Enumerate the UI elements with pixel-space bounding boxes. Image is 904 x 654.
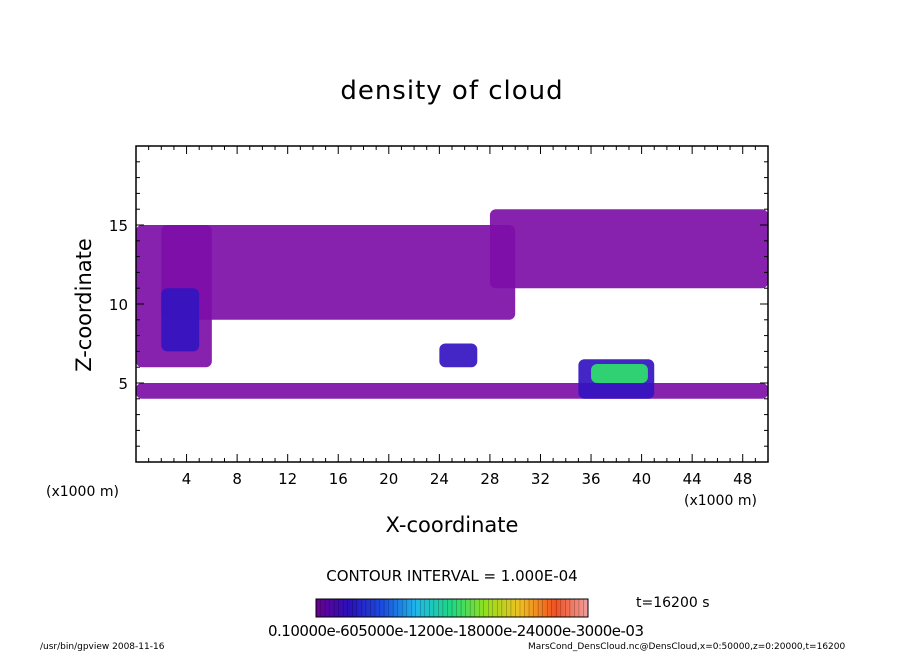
x-tick-label: 40 — [632, 470, 651, 488]
x-axis-label: X-coordinate — [385, 513, 519, 537]
cloud-region — [161, 225, 516, 320]
cloud-region — [489, 209, 768, 289]
x-tick-label: 44 — [683, 470, 702, 488]
x-tick-label: 4 — [182, 470, 192, 488]
footer-left: /usr/bin/gpview 2008-11-16 — [40, 642, 165, 652]
cloud-region — [136, 383, 768, 399]
x-tick-label: 12 — [278, 470, 297, 488]
x-tick-label: 36 — [581, 470, 600, 488]
cloud-region — [591, 364, 648, 383]
y-axis: 5 10 15 — [109, 161, 768, 447]
x-tick-label: 24 — [430, 470, 449, 488]
x-axis: 4 8 12 16 20 24 28 32 36 40 44 48 — [148, 146, 756, 488]
x-tick-label: 28 — [480, 470, 499, 488]
y-axis-label: Z-coordinate — [72, 238, 96, 372]
x-tick-label: 32 — [531, 470, 550, 488]
cloud-region — [439, 343, 478, 368]
x-tick-label: 16 — [329, 470, 348, 488]
x-tick-label: 8 — [232, 470, 242, 488]
colorbar-labels: 0.10000e-605000e-1200e-18000e-24000e-300… — [268, 622, 644, 640]
colorbar-ticks — [320, 599, 584, 617]
y-tick-label: 5 — [118, 375, 128, 393]
contour-interval: CONTOUR INTERVAL = 1.000E-04 — [326, 567, 578, 585]
y-tick-label: 15 — [109, 217, 128, 235]
x-tick-label: 20 — [379, 470, 398, 488]
chart-title: density of cloud — [340, 76, 564, 106]
colorbar — [315, 598, 589, 618]
y-tick-label: 10 — [109, 296, 128, 314]
x-unit-right: (x1000 m) — [684, 493, 757, 509]
cloud-density-field — [136, 209, 768, 399]
time-label: t=16200 s — [636, 595, 710, 611]
x-tick-label: 48 — [733, 470, 752, 488]
footer-right: MarsCond_DensCloud.nc@DensCloud,x=0:5000… — [528, 642, 846, 652]
cloud-region — [161, 288, 200, 352]
x-unit-left: (x1000 m) — [46, 484, 119, 500]
